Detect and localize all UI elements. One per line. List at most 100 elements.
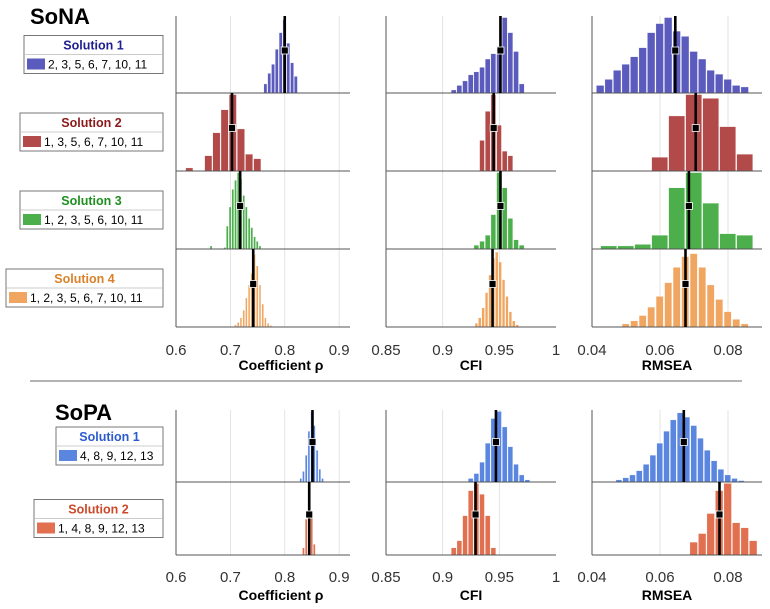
sopa-solution-1-bar (629, 474, 636, 483)
sona-solution-1-median-marker (496, 46, 505, 55)
sona-solution-2-median-marker (489, 124, 498, 132)
sona-solution-4-bar (689, 253, 698, 328)
sona-solution-1-bar (698, 58, 707, 94)
sona-solution-1-bar (462, 80, 468, 94)
sopa-solution-1-bar (711, 460, 718, 483)
sona-solution-1-bar (502, 17, 508, 94)
sona-solution-4-bar (474, 323, 478, 328)
sopa-solution-1-bar (507, 446, 513, 483)
sopa-solution-1-bar (677, 412, 684, 483)
sopa-solution-1-bar (670, 419, 677, 483)
sopa-tick-label: 0.7 (220, 569, 241, 586)
sona-solution-1-bar (681, 36, 690, 94)
sona-solution-2-bar (212, 132, 221, 172)
sopa-solution-1-median-marker (492, 438, 500, 446)
sona-solution-1-bar (621, 64, 630, 94)
sona-solution-2-bar (736, 154, 753, 172)
legend-items: 1, 2, 3, 5, 6, 7, 10, 11 (30, 291, 143, 305)
sona-solution-4-bar (242, 310, 245, 328)
sopa-solution-1-bar (318, 469, 321, 483)
sopa-solution-1-bar (305, 455, 308, 483)
sona-solution-1-bar (473, 71, 479, 94)
sona-solution-4-legend: Solution 4 1, 2, 3, 5, 6, 7, 10, 11 (5, 268, 164, 308)
sopa-solution-1-bar (496, 411, 502, 483)
sona-solution-2-bar (502, 150, 508, 172)
sona-solution-4-bar (638, 315, 647, 328)
sopa-tick-label: 0.06 (645, 569, 674, 586)
sona-solution-2-bar (237, 128, 245, 172)
sopa-tick-label: 0.9 (432, 569, 453, 586)
sona-solution-1-median-marker (671, 46, 680, 55)
sona-solution-4-bar (647, 306, 655, 328)
sona-solution-4-bar (508, 311, 512, 328)
sona-solution-3-bar (702, 202, 719, 250)
sona-solution-1-bar (604, 79, 613, 94)
sona-solution-1-bar (664, 17, 673, 94)
sona-solution-1-bar (740, 86, 749, 94)
legend-swatch (23, 136, 41, 147)
sona-solution-3-bar (719, 233, 736, 250)
sona-solution-4-bar (706, 284, 715, 328)
sopa-solution-2-median-marker (471, 510, 480, 519)
sona-solution-3-bar (231, 189, 234, 250)
sona-solution-3-bar (634, 244, 651, 250)
legend-items: 1, 3, 5, 6, 7, 10, 11 (44, 135, 144, 149)
sona-solution-2-bar (719, 126, 736, 172)
sona-title: SoNA (30, 4, 90, 29)
sona-solution-1-bar (485, 58, 491, 94)
sopa-solution-1-bar (622, 477, 629, 483)
sona-solution-4-bar (698, 267, 706, 328)
sona-solution-2-bar (651, 157, 668, 172)
sona-tick-label: 0.95 (485, 342, 514, 359)
sopa-solution-1-bar (315, 450, 319, 483)
legend-swatch (23, 214, 41, 225)
sona-solution-4-bar (267, 323, 270, 328)
sona-solution-3-bar (245, 206, 248, 250)
sona-tick-label: 0.85 (371, 342, 400, 359)
sona-solution-4-median-marker (488, 280, 497, 288)
sona-solution-1-bar (638, 47, 647, 94)
sona-solution-3-bar (490, 214, 496, 250)
sona-solution-3-bar (479, 241, 485, 250)
sona-solution-4-median-marker (681, 280, 690, 288)
sona-solution-4-bar (723, 311, 732, 328)
sona-solution-3-bar (226, 225, 229, 250)
sona-solution-3-bar (507, 218, 513, 250)
sopa-solution-2-bar (490, 547, 496, 556)
sona-solution-1-bar (275, 49, 279, 94)
sona-solution-1-bar (715, 73, 724, 94)
sopa-xlabel-coefficient: Coefficient ρ (239, 587, 324, 603)
legend-items: 1, 4, 8, 9, 12, 13 (58, 522, 145, 536)
sona-solution-1-bar (519, 83, 525, 94)
sopa-solution-1-median-marker (308, 438, 317, 446)
legend-swatch (37, 522, 55, 534)
sopa-tick-label: 1 (552, 569, 560, 586)
sona-solution-2-bar (496, 124, 502, 172)
sona-solution-2-median-marker (691, 124, 700, 132)
sona-solution-3-bar (253, 236, 256, 250)
sopa-solution-1-bar (724, 474, 731, 483)
sona-solution-1-legend: Solution 1 2, 3, 5, 6, 7, 10, 11 (23, 35, 164, 74)
sona-solution-1-median-marker (280, 46, 289, 55)
sopa-solution-2-bar (451, 547, 457, 556)
legend-items: 4, 8, 9, 12, 13 (80, 449, 154, 463)
sona-solution-3-bar (234, 180, 237, 250)
sona-solution-3-bar (228, 206, 232, 250)
sopa-solution-1-bar (690, 425, 697, 483)
sona-solution-4-bar (664, 282, 672, 328)
sona-solution-3-bar (473, 245, 479, 250)
sopa-solution-2-bar (749, 540, 758, 556)
sona-solution-3-bar (513, 239, 519, 250)
sona-solution-3-bar (668, 187, 685, 250)
sona-solution-4-bar (655, 296, 664, 328)
sopa-tick-label: 0.95 (485, 569, 514, 586)
sopa-solution-1-bar (299, 478, 302, 483)
sopa-solution-1-bar (656, 443, 663, 483)
legend-swatch (27, 58, 45, 70)
sopa-solution-1-bar (717, 469, 724, 483)
sona-tick-label: 0.06 (645, 342, 674, 359)
sona-solution-4-bar (481, 307, 485, 328)
sona-solution-2-bar (204, 155, 213, 172)
legend-solution-name: Solution 2 (68, 503, 128, 517)
sopa-tick-label: 0.08 (713, 569, 742, 586)
